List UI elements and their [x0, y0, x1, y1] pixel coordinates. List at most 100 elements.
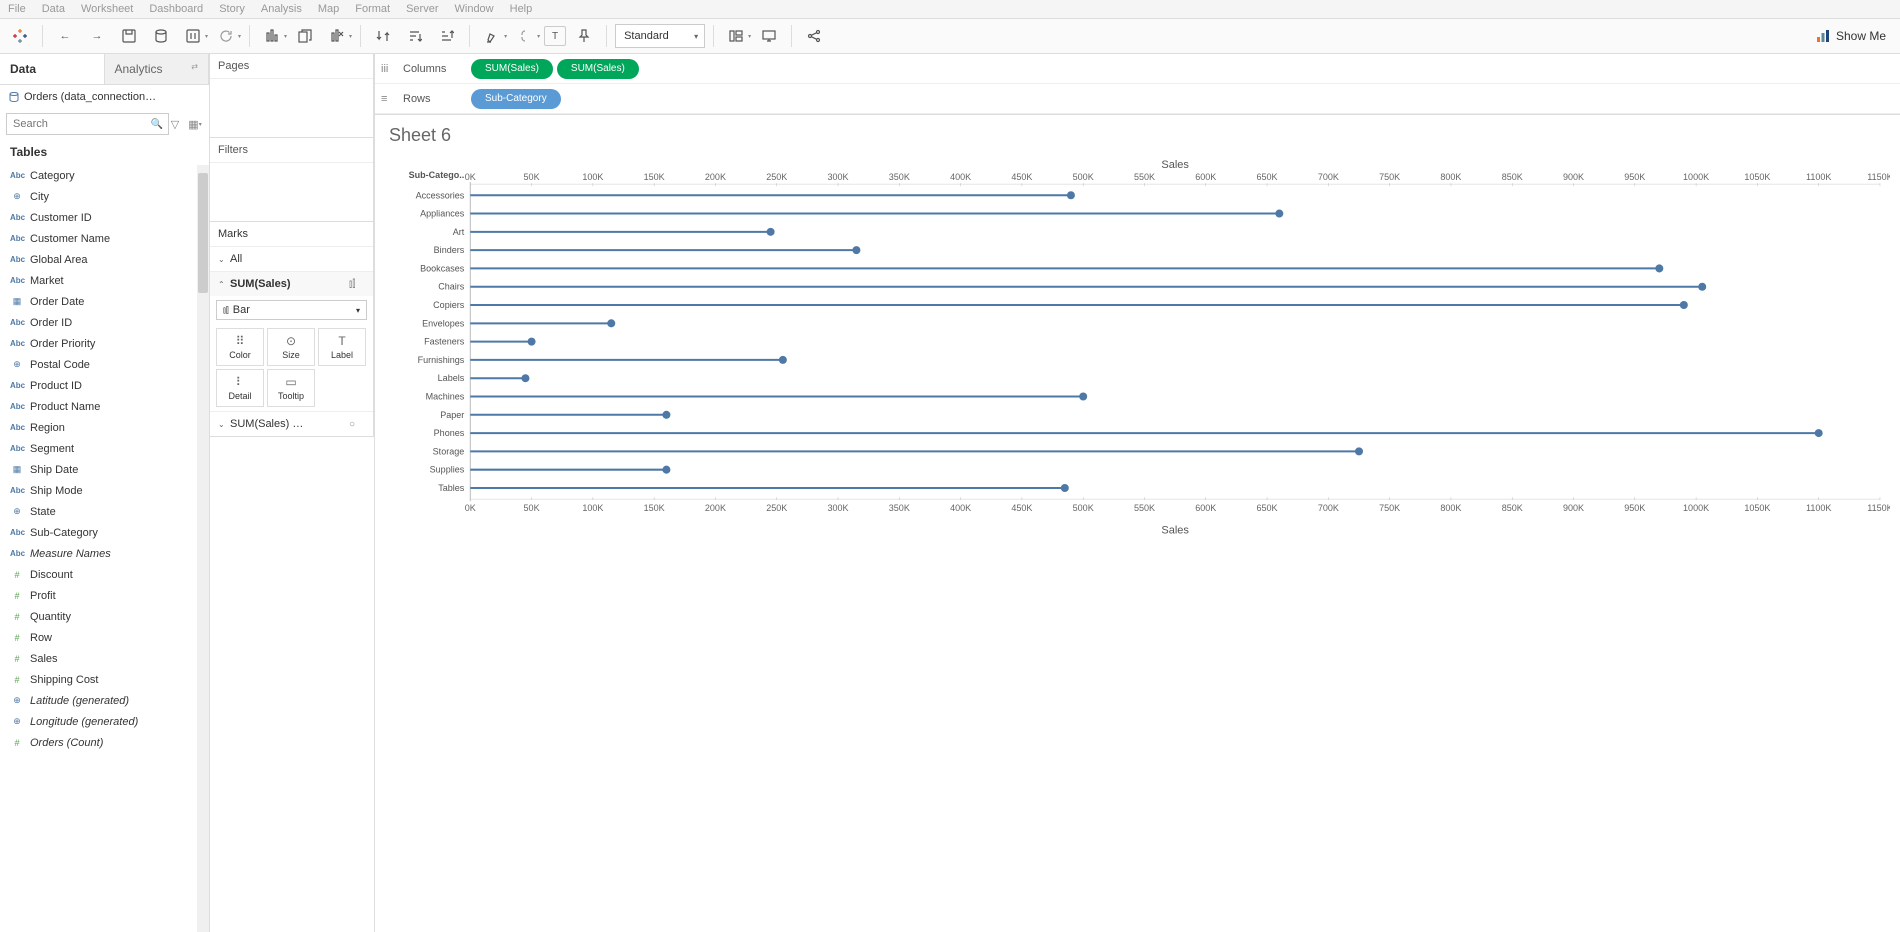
undo-icon[interactable]: ← [51, 22, 79, 50]
tableau-logo-icon[interactable] [6, 22, 34, 50]
share-icon[interactable] [800, 22, 828, 50]
pages-shelf[interactable] [210, 79, 373, 137]
mark-tooltip-button[interactable]: ▭Tooltip [267, 369, 315, 407]
pill-sum-sales-[interactable]: SUM(Sales) [471, 59, 553, 79]
field-global-area[interactable]: AbcGlobal Area [0, 249, 209, 270]
svg-text:850K: 850K [1502, 172, 1523, 182]
field-region[interactable]: AbcRegion [0, 417, 209, 438]
field-product-id[interactable]: AbcProduct ID [0, 375, 209, 396]
svg-text:450K: 450K [1011, 172, 1032, 182]
menu-data[interactable]: Data [42, 3, 65, 15]
field-market[interactable]: AbcMarket [0, 270, 209, 291]
sort-desc-icon[interactable] [433, 22, 461, 50]
mark-detail-button[interactable]: ⠇Detail [216, 369, 264, 407]
field-longitude-generated-[interactable]: ⊕Longitude (generated) [0, 711, 209, 732]
svg-text:550K: 550K [1134, 503, 1155, 513]
refresh-icon[interactable] [212, 22, 240, 50]
field-orders-count-[interactable]: #Orders (Count) [0, 732, 209, 753]
rows-shelf[interactable]: ≡ Rows Sub-Category [375, 84, 1900, 114]
field-latitude-generated-[interactable]: ⊕Latitude (generated) [0, 690, 209, 711]
field-shipping-cost[interactable]: #Shipping Cost [0, 669, 209, 690]
highlight-icon[interactable] [478, 22, 506, 50]
field-order-priority[interactable]: AbcOrder Priority [0, 333, 209, 354]
field-category[interactable]: AbcCategory [0, 165, 209, 186]
show-me-button[interactable]: Show Me [1808, 29, 1894, 43]
data-tab[interactable]: Data [0, 54, 105, 84]
chart[interactable]: SalesSalesSub-Catego..0K0K50K50K100K100K… [385, 156, 1890, 922]
sheet-title[interactable]: Sheet 6 [375, 115, 1900, 156]
mark-size-button[interactable]: ⊙Size [267, 328, 315, 366]
mark-type-select[interactable]: ⫾⫿Bar [216, 300, 367, 320]
svg-text:Accessories: Accessories [416, 190, 465, 200]
show-cards-icon[interactable] [722, 22, 750, 50]
scrollbar[interactable] [197, 165, 209, 932]
swap-icon[interactable] [369, 22, 397, 50]
save-icon[interactable] [115, 22, 143, 50]
duplicate-icon[interactable] [291, 22, 319, 50]
menu-worksheet[interactable]: Worksheet [81, 3, 133, 15]
clear-sheet-icon[interactable] [323, 22, 351, 50]
fit-select[interactable]: Standard [615, 24, 705, 48]
field-quantity[interactable]: #Quantity [0, 606, 209, 627]
svg-text:750K: 750K [1379, 503, 1400, 513]
field-product-name[interactable]: AbcProduct Name [0, 396, 209, 417]
field-order-id[interactable]: AbcOrder ID [0, 312, 209, 333]
svg-text:600K: 600K [1195, 172, 1216, 182]
svg-text:1050K: 1050K [1744, 172, 1770, 182]
menu-server[interactable]: Server [406, 3, 438, 15]
field-customer-id[interactable]: AbcCustomer ID [0, 207, 209, 228]
menu-story[interactable]: Story [219, 3, 245, 15]
pin-icon[interactable] [570, 22, 598, 50]
field-segment[interactable]: AbcSegment [0, 438, 209, 459]
columns-shelf[interactable]: iii Columns SUM(Sales)SUM(Sales) [375, 54, 1900, 84]
field-ship-date[interactable]: ▦Ship Date [0, 459, 209, 480]
svg-text:950K: 950K [1624, 172, 1645, 182]
field-sub-category[interactable]: AbcSub-Category [0, 522, 209, 543]
menu-analysis[interactable]: Analysis [261, 3, 302, 15]
marks-sum-sales-2-row[interactable]: ⌄SUM(Sales) …○ [210, 411, 373, 436]
field-postal-code[interactable]: ⊕Postal Code [0, 354, 209, 375]
menu-window[interactable]: Window [455, 3, 494, 15]
sort-asc-icon[interactable] [401, 22, 429, 50]
field-customer-name[interactable]: AbcCustomer Name [0, 228, 209, 249]
presentation-icon[interactable] [755, 22, 783, 50]
field-sales[interactable]: #Sales [0, 648, 209, 669]
new-datasource-icon[interactable] [147, 22, 175, 50]
mark-label-button[interactable]: TLabel [318, 328, 366, 366]
pages-shelf-title: Pages [210, 54, 373, 79]
menu-help[interactable]: Help [510, 3, 533, 15]
text-icon[interactable]: T [544, 26, 566, 46]
toolbar: ← → ▾ ▾ ▾ ▾ ▾ ▾ T Standard ▾ Show Me [0, 18, 1900, 54]
field-row[interactable]: #Row [0, 627, 209, 648]
field-measure-names[interactable]: AbcMeasure Names [0, 543, 209, 564]
filter-icon[interactable]: ▽ [167, 116, 183, 132]
search-input[interactable] [6, 113, 169, 135]
field-city[interactable]: ⊕City [0, 186, 209, 207]
menu-file[interactable]: File [8, 3, 26, 15]
menu-dashboard[interactable]: Dashboard [149, 3, 203, 15]
mark-color-button[interactable]: ⠿Color [216, 328, 264, 366]
menu-format[interactable]: Format [355, 3, 390, 15]
marks-all-row[interactable]: ⌄All [210, 246, 373, 271]
field-profit[interactable]: #Profit [0, 585, 209, 606]
field-discount[interactable]: #Discount [0, 564, 209, 585]
view-icon[interactable]: ▦▾ [187, 116, 203, 132]
pause-auto-updates-icon[interactable] [179, 22, 207, 50]
datasource-row[interactable]: Orders (data_connection… [0, 85, 209, 109]
filters-shelf-title: Filters [210, 138, 373, 163]
filters-shelf[interactable] [210, 163, 373, 221]
svg-text:100K: 100K [582, 503, 603, 513]
analytics-tab[interactable]: Analytics⇄ [105, 54, 210, 84]
group-icon[interactable] [511, 22, 539, 50]
new-worksheet-icon[interactable] [258, 22, 286, 50]
field-state[interactable]: ⊕State [0, 501, 209, 522]
field-ship-mode[interactable]: AbcShip Mode [0, 480, 209, 501]
svg-text:Machines: Machines [426, 392, 465, 402]
pill-sum-sales-[interactable]: SUM(Sales) [557, 59, 639, 79]
field-order-date[interactable]: ▦Order Date [0, 291, 209, 312]
svg-text:700K: 700K [1318, 172, 1339, 182]
redo-icon[interactable]: → [83, 22, 111, 50]
marks-sum-sales-row[interactable]: ⌃SUM(Sales)⫾⫿ [210, 271, 373, 296]
menu-map[interactable]: Map [318, 3, 339, 15]
pill-sub-category[interactable]: Sub-Category [471, 89, 561, 109]
